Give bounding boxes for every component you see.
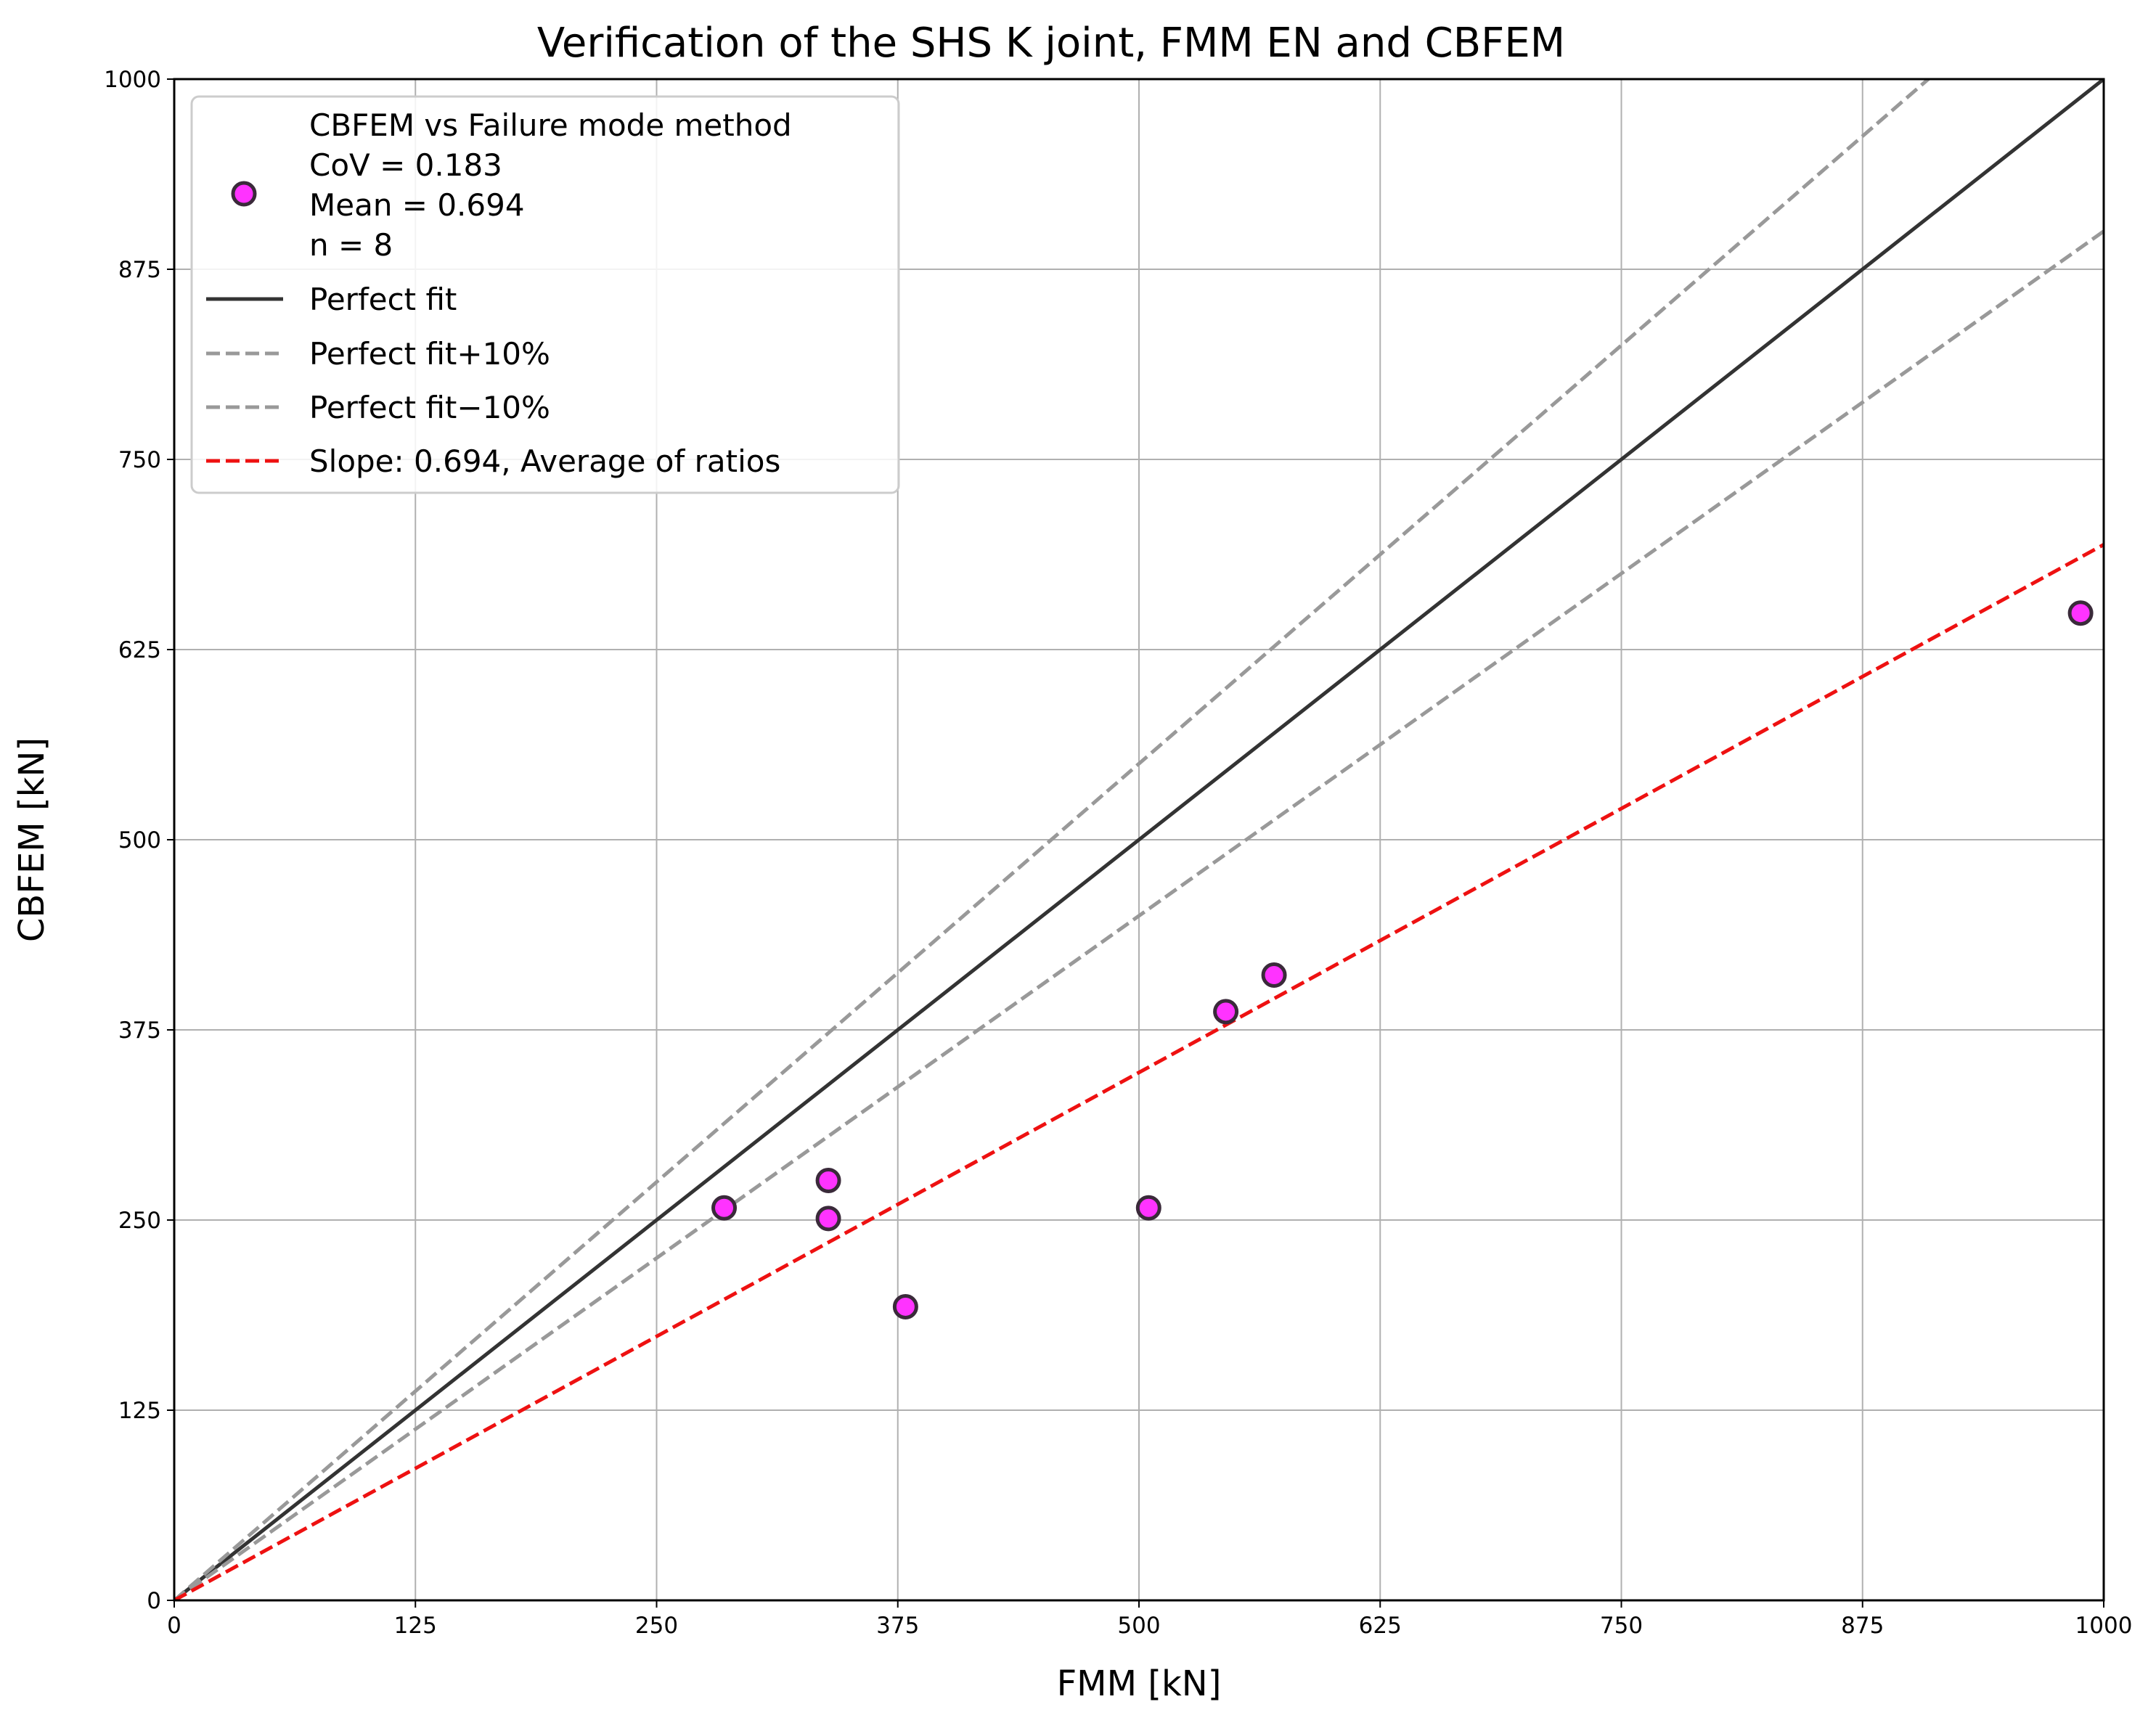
legend-label-perfect-fit: Perfect fit (309, 282, 457, 317)
x-tick-label-3: 375 (876, 1613, 919, 1639)
slope-average-line (174, 543, 2104, 1600)
fit-lines (174, 79, 2104, 1600)
legend-label-points: CBFEM vs Failure mode method (309, 107, 792, 143)
y-tick-label-0: 0 (147, 1588, 161, 1614)
legend-label-plus10: Perfect fit+10% (309, 336, 550, 372)
x-tick-label-2: 250 (635, 1613, 678, 1639)
y-axis-title: CBFEM [kN] (12, 737, 52, 942)
y-tick-label-7: 875 (118, 257, 161, 283)
data-point-6 (1261, 962, 1287, 989)
x-tick-label-5: 625 (1359, 1613, 1402, 1639)
legend-stat-n: n = 8 (309, 227, 393, 263)
x-tick-label-1: 125 (394, 1613, 437, 1639)
x-axis-ticks: 0 125 250 375 500 625 750 875 1000 (167, 1600, 2132, 1639)
data-point-3 (892, 1293, 918, 1319)
legend-stat-mean: Mean = 0.694 (309, 187, 525, 223)
data-point-4 (1135, 1195, 1161, 1221)
y-tick-label-5: 625 (118, 637, 161, 663)
data-point-2 (815, 1206, 841, 1232)
x-tick-label-7: 875 (1841, 1613, 1884, 1639)
x-tick-label-6: 750 (1600, 1613, 1643, 1639)
data-points (711, 600, 2094, 1319)
legend-marker-points (231, 181, 257, 207)
legend-box (190, 95, 900, 494)
y-tick-label-3: 375 (118, 1018, 161, 1044)
y-tick-label-2: 250 (118, 1208, 161, 1234)
data-point-0 (711, 1195, 738, 1221)
x-axis-title: FMM [kN] (1057, 1663, 1222, 1704)
x-tick-label-0: 0 (167, 1613, 181, 1639)
legend: CBFEM vs Failure mode method CoV = 0.183… (190, 95, 900, 494)
perfect-fit-line (174, 79, 2104, 1600)
legend-label-minus10: Perfect fit−10% (309, 390, 550, 425)
y-tick-label-4: 500 (118, 827, 161, 854)
perfect-fit-plus10-line (174, 79, 1932, 1600)
data-point-1 (815, 1168, 841, 1194)
x-tick-label-4: 500 (1117, 1613, 1160, 1639)
y-tick-label-8: 1000 (104, 67, 161, 93)
chart-title: Verification of the SHS K joint, FMM EN … (537, 20, 1565, 67)
data-point-5 (1213, 999, 1239, 1025)
x-tick-label-8: 1000 (2075, 1613, 2133, 1639)
legend-stat-cov: CoV = 0.183 (309, 147, 502, 183)
y-tick-label-1: 125 (118, 1398, 161, 1424)
legend-label-slope: Slope: 0.694, Average of ratios (309, 443, 780, 479)
perfect-fit-minus10-line (174, 229, 2104, 1600)
y-tick-label-6: 750 (118, 447, 161, 473)
y-axis-ticks: 0 125 250 375 500 625 750 875 1000 (104, 67, 174, 1614)
data-point-7 (2067, 600, 2094, 626)
